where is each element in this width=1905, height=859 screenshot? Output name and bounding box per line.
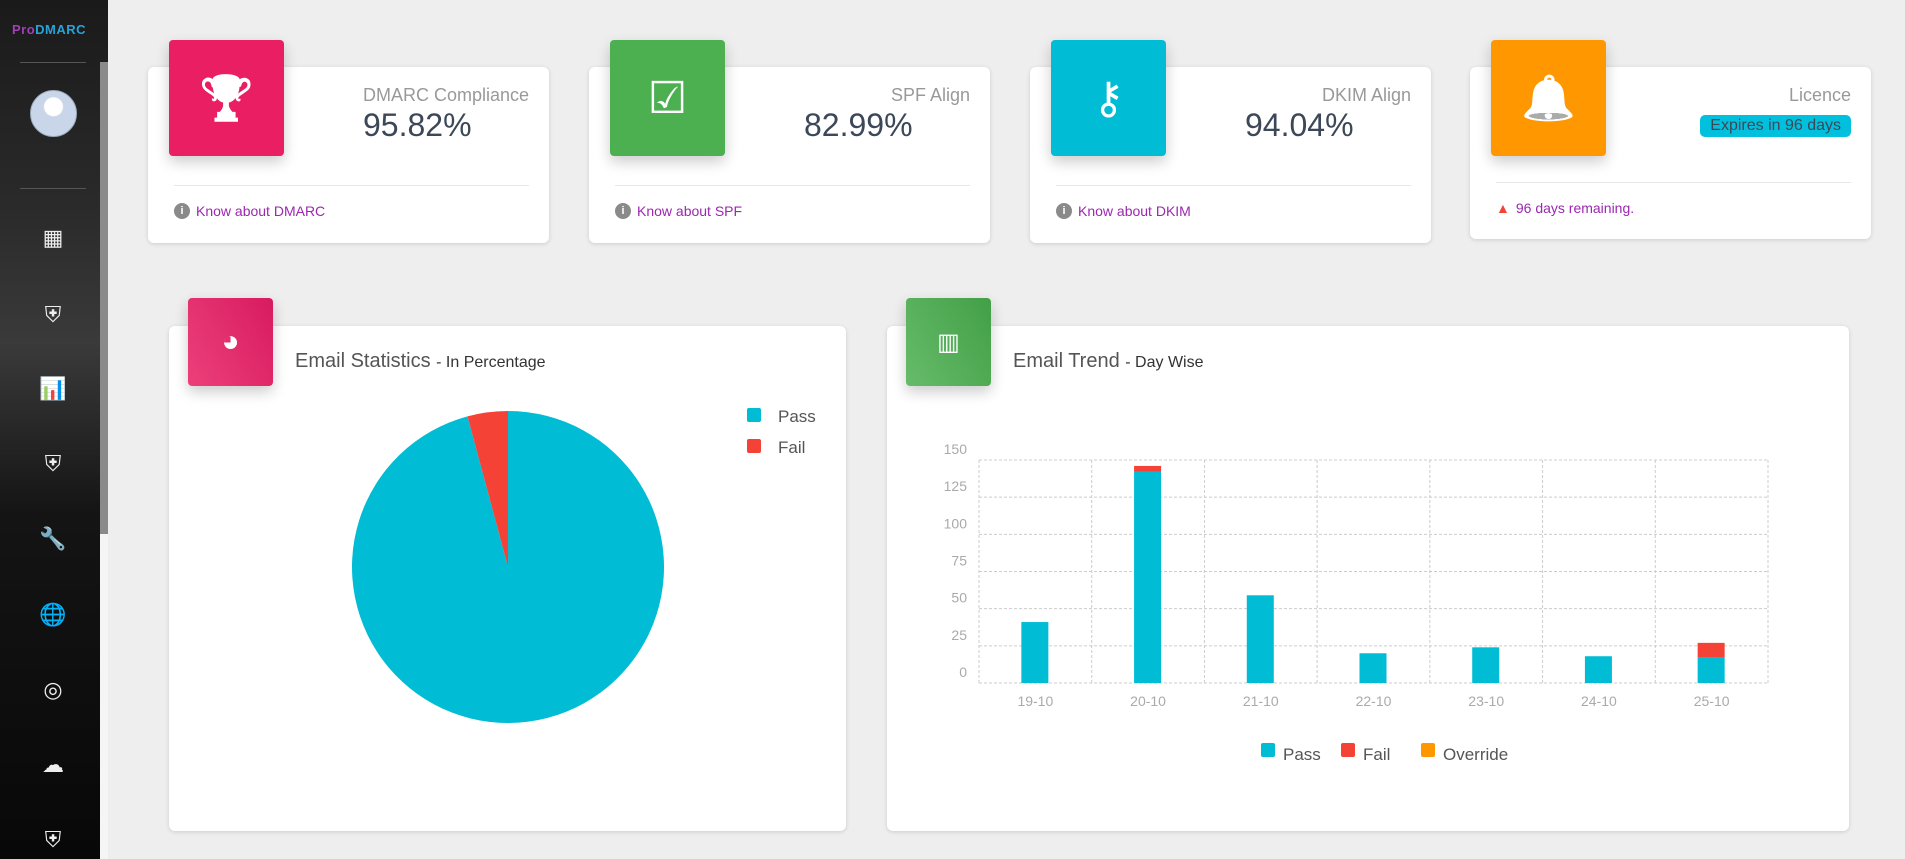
checkbox-icon: ☑ (610, 40, 725, 156)
bell-icon: 🔔 (1491, 40, 1606, 156)
pie-slice-fail[interactable] (467, 411, 508, 567)
legend-label[interactable]: Override (1443, 745, 1508, 764)
warning-icon: ▲ (1496, 200, 1510, 216)
info-icon: i (615, 203, 631, 219)
email-trend-subtitle: - Day Wise (1125, 354, 1204, 371)
bar-pass[interactable] (1021, 622, 1049, 683)
know-about-link[interactable]: i Know about SPF (615, 203, 742, 219)
globe-icon[interactable]: 🌐 (39, 602, 67, 627)
info-icon: i (1056, 203, 1072, 219)
bar-fail[interactable] (1697, 642, 1725, 658)
y-tick-label: 100 (944, 515, 968, 531)
bar-chart: 0 25 50 75 100 125 150 19-10 20-10 21-10 22-10 23-1… (944, 441, 1769, 764)
y-tick-label: 125 (944, 478, 968, 494)
legend-swatch (747, 408, 761, 422)
y-tick-label: 150 (944, 441, 968, 457)
scrollbar[interactable] (100, 62, 108, 534)
key-icon: ⚷ (1051, 40, 1166, 156)
bar-pass[interactable] (1134, 471, 1162, 683)
divider (20, 62, 86, 63)
legend-swatch (1261, 743, 1275, 757)
pie-chart: Pass Fail (352, 407, 816, 723)
x-tick-label: 25-10 (1694, 693, 1730, 709)
know-about-link[interactable]: i Know about DKIM (1056, 203, 1191, 219)
x-tick-label: 20-10 (1130, 693, 1166, 709)
cloud-upload-icon[interactable]: ☁ (42, 752, 64, 777)
bar-pass[interactable] (1697, 657, 1725, 683)
bar-pass[interactable] (1472, 647, 1500, 683)
divider (1056, 185, 1411, 186)
info-icon: i (174, 203, 190, 219)
legend-label[interactable]: Fail (1363, 745, 1390, 764)
wrench-icon[interactable]: 🔧 (39, 526, 67, 551)
y-tick-label: 0 (959, 664, 967, 680)
stat-title: DMARC Compliance (362, 85, 529, 105)
email-trend-title: Email Trend - Day Wise (1013, 350, 1204, 372)
legend-label[interactable]: Pass (1283, 745, 1321, 764)
stat-value: 82.99% (804, 107, 913, 143)
stat-title: Licence (1788, 85, 1851, 105)
divider (615, 185, 970, 186)
y-tick-label: 50 (951, 590, 967, 606)
avatar[interactable] (30, 90, 77, 137)
x-tick-label: 22-10 (1356, 693, 1392, 709)
stat-value: 95.82% (363, 107, 472, 143)
legend-label[interactable]: Fail (778, 438, 805, 457)
sidebar: ProDMARC ▦ ⛨ 📊 ⛨ 🔧 🌐 ◎ ☁ ⛨ (0, 0, 108, 859)
legend-swatch (1421, 743, 1435, 757)
divider (174, 185, 529, 186)
x-tick-label: 24-10 (1581, 693, 1617, 709)
trophy-icon: 🏆 (169, 40, 284, 156)
know-about-link[interactable]: i Know about DMARC (174, 203, 325, 219)
stat-title: SPF Align (890, 85, 970, 105)
report-chart-icon[interactable]: 📊 (39, 376, 67, 401)
legend-swatch (1341, 743, 1355, 757)
bar-pass[interactable] (1246, 595, 1274, 683)
bar-fail[interactable] (1134, 465, 1162, 472)
fingerprint-icon[interactable]: ◎ (43, 677, 63, 702)
stat-value: 94.04% (1245, 107, 1354, 143)
dashboard-icon[interactable]: ▦ (42, 225, 64, 250)
shield-icon[interactable]: ⛨ (44, 827, 62, 852)
y-tick-label: 75 (951, 553, 967, 569)
licence-badge: Expires in 96 days (1700, 115, 1851, 137)
email-statistics-card: Email Statistics - In Percentage Pass Fai… (169, 326, 846, 831)
bar-pass[interactable] (1584, 656, 1612, 683)
y-tick-label: 25 (951, 627, 967, 643)
divider (1496, 182, 1851, 183)
x-tick-label: 19-10 (1017, 693, 1053, 709)
legend-label[interactable]: Pass (778, 407, 816, 426)
legend-swatch (747, 439, 761, 453)
shield-icon[interactable]: ⛨ (44, 302, 62, 327)
pie-chart-icon: ◕ (188, 298, 273, 386)
shield-user-icon[interactable]: ⛨ (44, 451, 62, 476)
licence-remaining: ▲ 96 days remaining. (1496, 200, 1635, 216)
x-tick-label: 23-10 (1468, 693, 1504, 709)
bar-chart-icon: ▥ (906, 298, 991, 386)
email-statistics-subtitle: - In Percentage (436, 354, 546, 371)
email-statistics-title: Email Statistics - In Percentage (295, 350, 546, 372)
x-tick-label: 21-10 (1243, 693, 1279, 709)
bar-pass[interactable] (1359, 653, 1387, 683)
logo[interactable]: ProDMARC (12, 22, 87, 37)
scrollbar-track (100, 534, 108, 859)
email-trend-card: Email Trend - Day Wise 0 25 50 75 100 125 150 1… (887, 326, 1849, 831)
stat-title: DKIM Align (1321, 85, 1411, 105)
divider (20, 188, 86, 189)
